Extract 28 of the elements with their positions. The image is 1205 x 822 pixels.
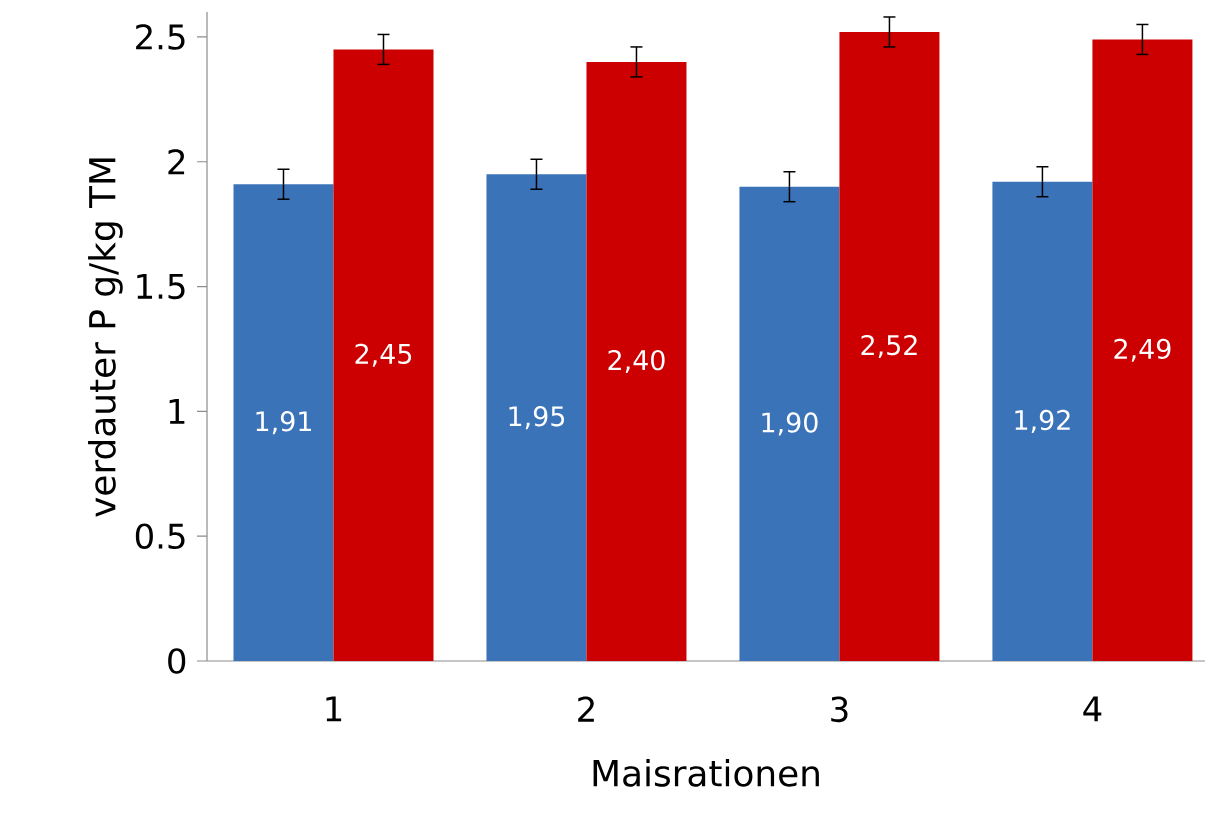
x-tick-label: 1 [326,696,342,722]
data-label: 1,92 [1015,409,1070,433]
data-label: 1,95 [509,406,565,430]
data-label: 1,91 [256,411,311,435]
x-tick-label: 4 [1083,696,1102,722]
bar [233,184,334,661]
bar [839,31,940,661]
y-tick-label: 1 [169,399,185,424]
bar [739,186,840,661]
y-tick-label: 0.5 [135,523,185,549]
y-tick-label: 0 [168,648,186,674]
bar [586,61,687,661]
y-tick-label: 2 [168,149,185,175]
data-label: 1,90 [762,412,818,436]
bar [992,181,1093,661]
data-label: 2,52 [861,334,917,359]
y-tick-label: 1.5 [137,273,185,300]
x-axis-title: Maisrationen [593,758,819,787]
data-label: 2,45 [355,343,412,367]
bar [1092,39,1193,661]
y-axis-title: verdauter P g/kg TM [88,158,123,517]
bar [333,49,434,661]
data-label: 2,40 [608,349,665,373]
x-tick-label: 3 [831,696,848,723]
data-label: 2,49 [1114,338,1171,362]
bar [486,174,587,661]
y-tick-label: 2.5 [136,24,185,50]
x-tick-label: 2 [578,696,594,722]
